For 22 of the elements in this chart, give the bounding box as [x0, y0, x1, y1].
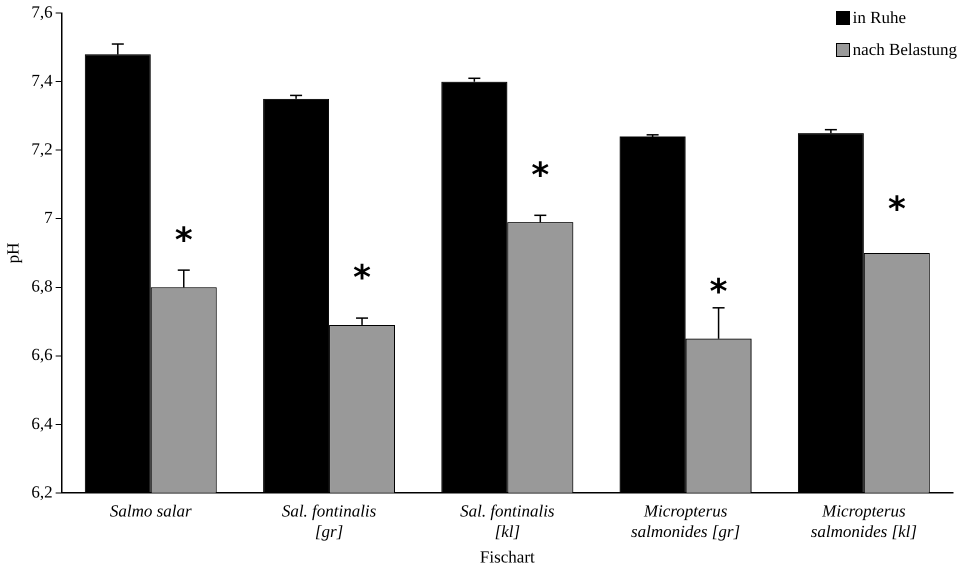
x-tick-label: Micropterus salmonides [kl] [810, 501, 917, 541]
x-tick-label: Sal. fontinalis [gr] [282, 501, 377, 541]
annotation: * [888, 190, 906, 230]
y-tick-label: 7 [44, 208, 54, 228]
y-tick-label: 7,2 [31, 140, 53, 159]
annotation: * [174, 220, 193, 261]
y-tick-label: 7,4 [31, 71, 54, 90]
y-axis-title: pH [4, 242, 23, 264]
legend-label: in Ruhe [852, 8, 906, 28]
y-tick-label: 6,4 [31, 414, 54, 433]
x-tick-label: Micropterus salmonides [gr] [631, 501, 740, 541]
y-tick-label: 7,6 [31, 2, 53, 22]
x-tick-label: Sal. fontinalis [kl] [460, 501, 555, 541]
x-tick-label: Salmo salar [110, 501, 192, 520]
annotation: * [531, 155, 550, 196]
y-tick-label: 6,6 [31, 345, 53, 364]
x-axis-title: Fischart [480, 547, 535, 566]
legend-label: nach Belastung [852, 40, 957, 60]
y-tick-label: 6,8 [31, 276, 53, 296]
annotation: * [710, 272, 728, 312]
y-tick-label: 6,2 [31, 482, 53, 502]
annotation: * [353, 258, 372, 298]
